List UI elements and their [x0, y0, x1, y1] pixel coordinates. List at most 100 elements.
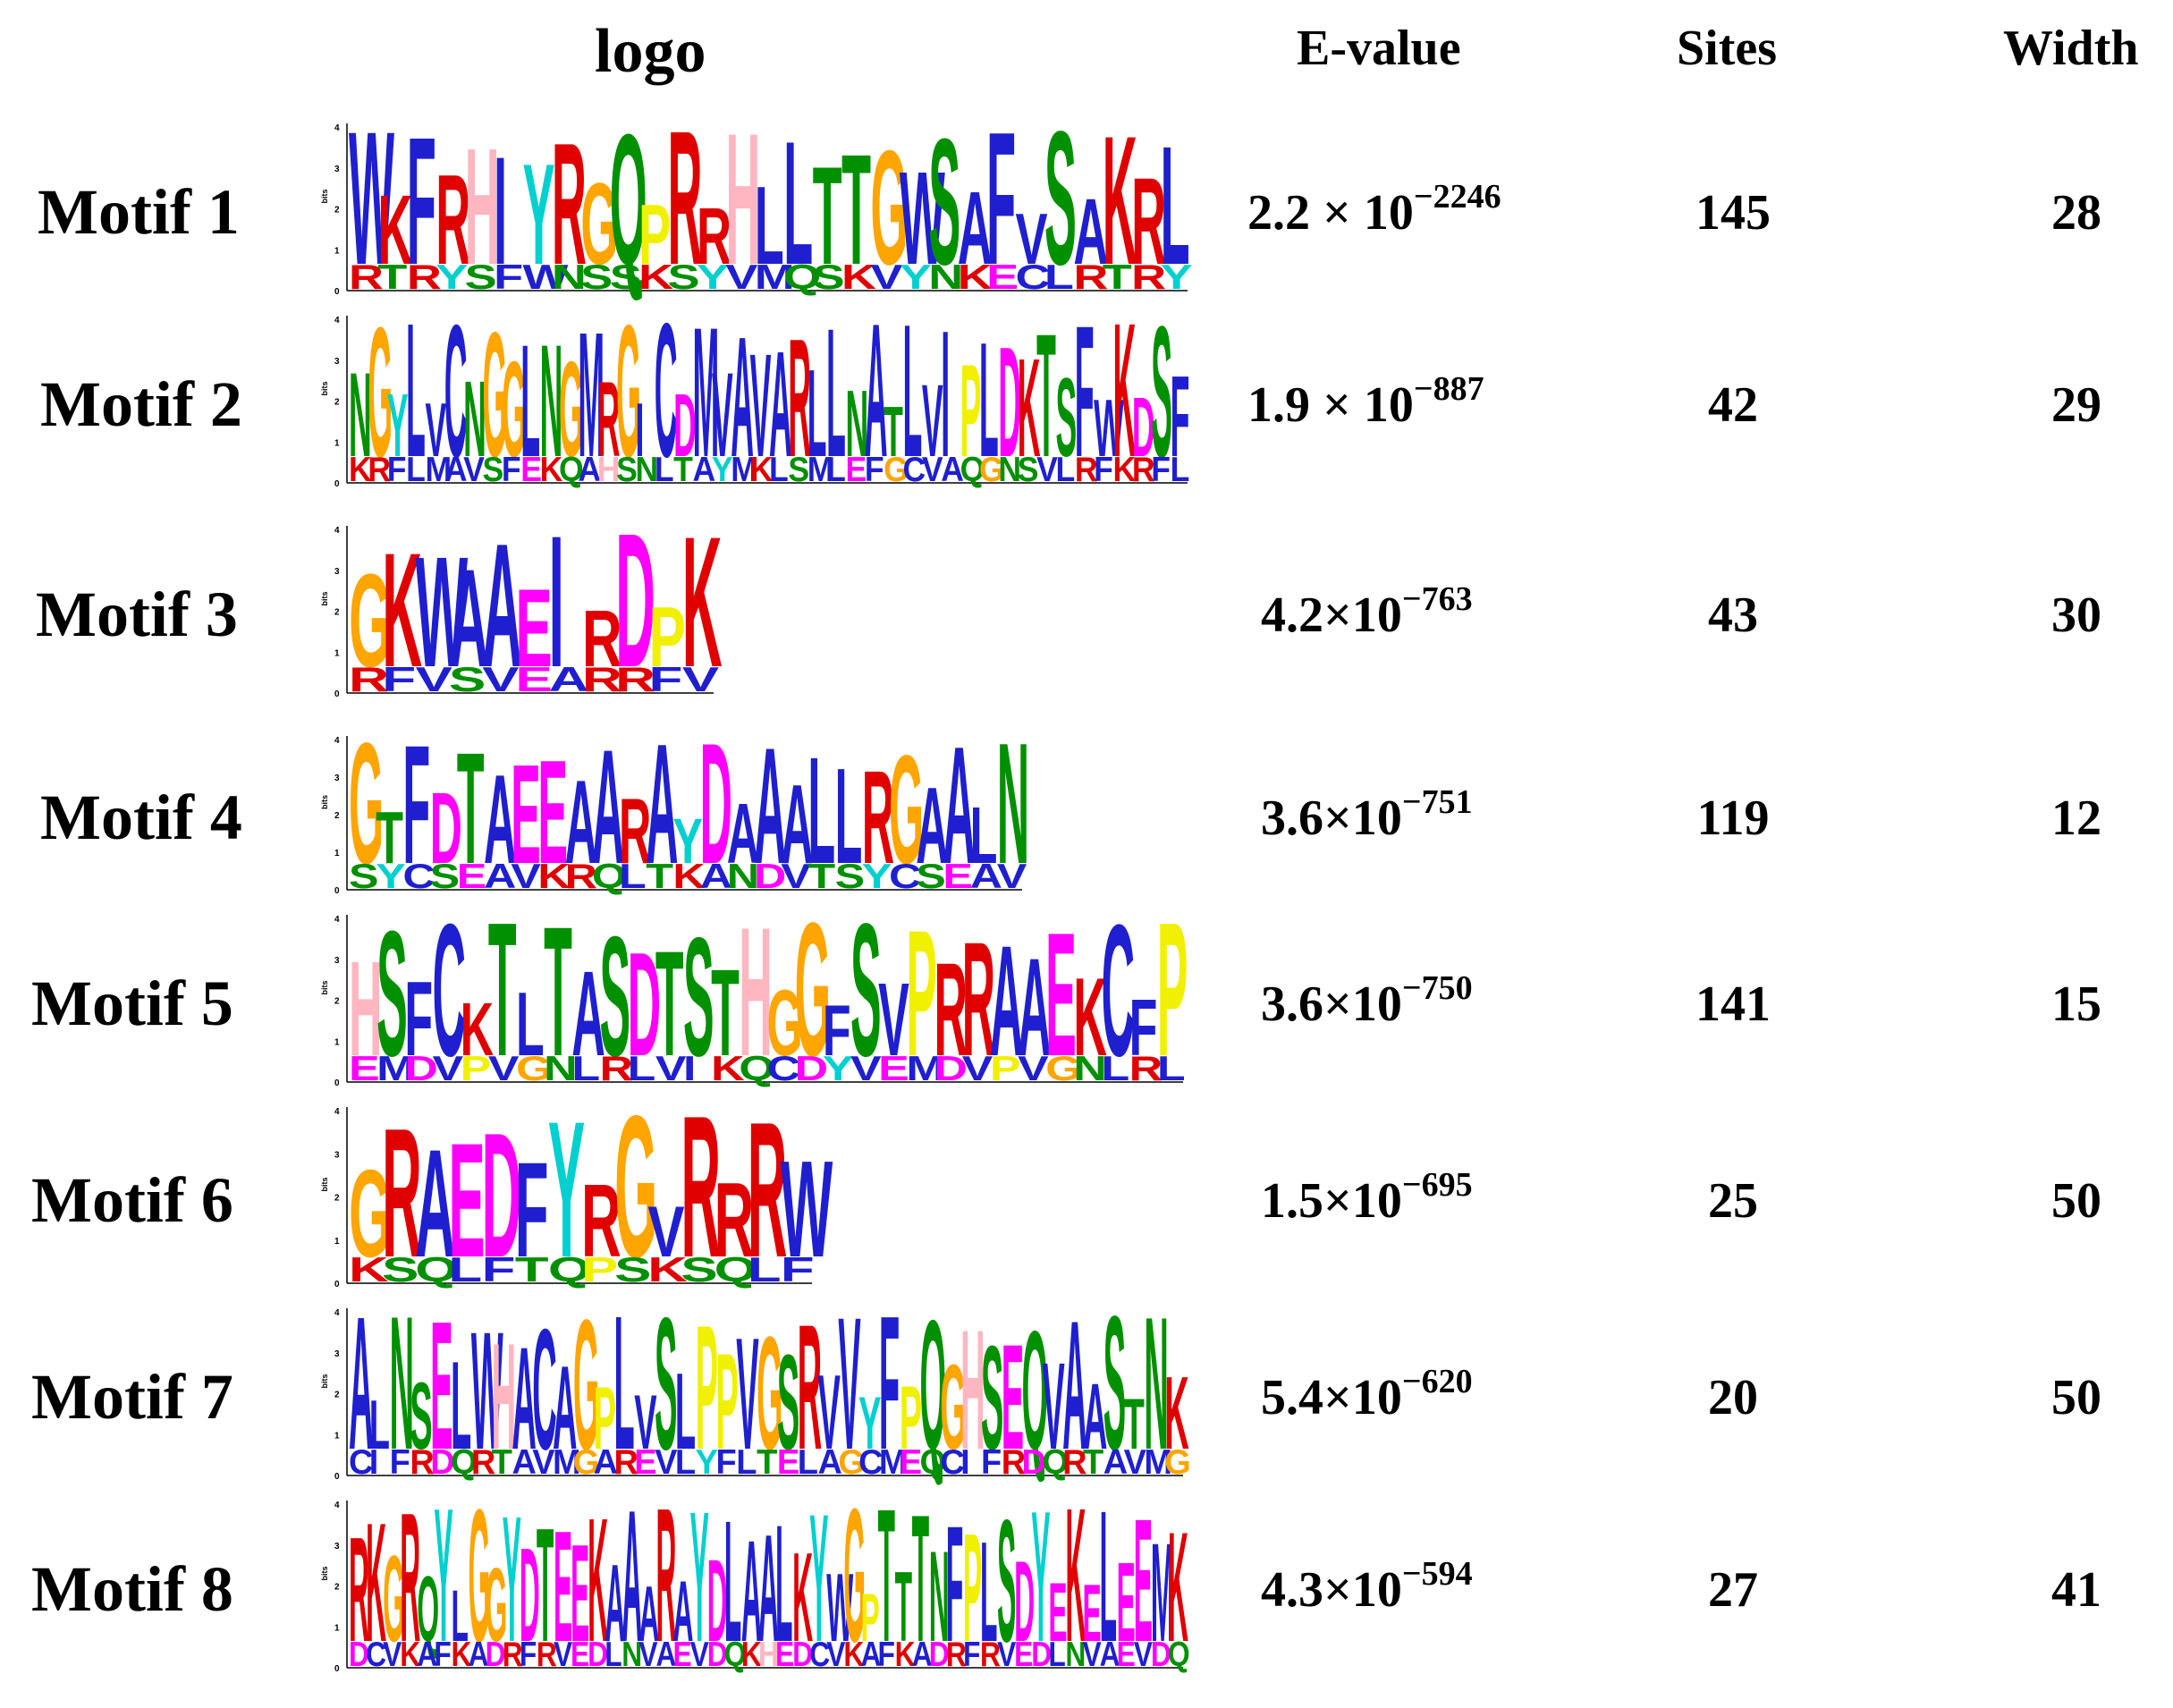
logo-letter: V: [511, 857, 541, 896]
logo-letter: V: [463, 450, 485, 489]
logo-letter: C: [903, 450, 926, 489]
logo-letter: P: [696, 1289, 718, 1487]
evalue-mantissa: 3.6: [1261, 976, 1323, 1032]
logo-letter: G: [573, 1443, 600, 1482]
logo-letter: F: [865, 450, 884, 489]
logo-letter: G: [889, 724, 924, 897]
logo-letter: L: [979, 309, 999, 491]
logo-letter: S: [835, 857, 866, 896]
logo-y-tick: 0: [334, 287, 340, 297]
logo-letter: D: [430, 771, 462, 885]
logo-letter: A: [349, 1278, 373, 1490]
logo-letter: C: [402, 857, 435, 896]
logo-letter: F: [986, 92, 1016, 304]
logo-letter: E: [457, 857, 487, 896]
logo-letter: D: [615, 495, 655, 708]
logo-letter: L: [826, 292, 846, 496]
logo-letter: A: [482, 507, 522, 704]
logo-letter: A: [415, 1119, 455, 1290]
width-cell: 15: [2051, 976, 2101, 1032]
logo-letter: M: [693, 291, 720, 496]
logo-letter: N: [845, 371, 868, 477]
logo-letter: Q: [920, 1283, 947, 1488]
logo-letter: E: [1002, 1313, 1024, 1481]
logo-letter: N: [621, 1636, 642, 1674]
logo-letter: R: [1131, 153, 1166, 291]
logo-letter: T: [673, 450, 693, 489]
logo-letter: K: [1113, 283, 1137, 497]
logo-letter: E: [775, 1636, 794, 1674]
logo-letter: N: [727, 857, 759, 896]
logo-letter: W: [1094, 383, 1124, 473]
logo-letter: R: [962, 909, 996, 1091]
logo-letter: S: [1018, 450, 1039, 489]
logo-letter: Q: [1022, 1295, 1049, 1484]
logo-letter: Y: [387, 375, 409, 475]
logo-letter: Q: [415, 1250, 458, 1289]
logo-letter: F: [878, 1636, 895, 1674]
logo-letter: L: [724, 1485, 741, 1678]
logo-letter: W: [522, 258, 569, 297]
evalue-mantissa: 4.3: [1261, 1561, 1323, 1618]
evalue-cell: 5.4×10−620: [1261, 1363, 1473, 1426]
logo-letter: P: [906, 893, 937, 1095]
logo-letter: R: [537, 1636, 557, 1674]
logo-letter: K: [1018, 330, 1041, 486]
logo-letter: R: [1129, 1049, 1163, 1087]
logo-letter: A: [958, 171, 993, 286]
sites-cell: 27: [1708, 1561, 1758, 1618]
logo-letter: G: [573, 1281, 600, 1488]
logo-letter: R: [435, 148, 470, 291]
logo-letter: S: [681, 1250, 717, 1289]
logo-letter: K: [1073, 956, 1107, 1079]
logo-letter: V: [997, 857, 1027, 896]
logo-letter: F: [981, 1443, 1002, 1482]
motif-label: Motif 8: [31, 1552, 233, 1625]
logo-letter: Y: [862, 857, 892, 896]
logo-letter: T: [544, 888, 572, 1094]
times-sign: ×10: [1323, 587, 1402, 643]
logo-letter: I: [960, 1443, 970, 1482]
logo-letter: N: [998, 450, 1021, 489]
logo-letter: V: [647, 1192, 684, 1273]
logo-letter: G: [483, 295, 508, 495]
times-sign: ×10: [1323, 1172, 1402, 1229]
logo-letter: R: [382, 1090, 422, 1296]
logo-letter: E: [430, 1284, 452, 1488]
logo-letter: A: [553, 1340, 577, 1475]
logo-letter: T: [515, 1250, 549, 1289]
logo-letter: V: [1042, 1338, 1064, 1475]
logo-letter: M: [755, 258, 795, 297]
logo-y-tick: 0: [334, 886, 340, 896]
logo-letter: E: [1117, 1541, 1136, 1666]
logo-letter: G: [469, 1471, 491, 1682]
logo-letter: E: [1083, 1568, 1102, 1659]
width-cell: 28: [2051, 184, 2101, 241]
logo-letter: L: [1102, 1049, 1130, 1087]
logo-letter: C: [433, 884, 467, 1095]
logo-letter: Y: [858, 1381, 881, 1465]
logo-axis-label: bits: [320, 1374, 329, 1388]
logo-letter: S: [928, 103, 960, 303]
logo-letter: C: [858, 1443, 883, 1482]
logo-y-tick: 0: [334, 1078, 340, 1088]
logo-letter: F: [648, 660, 682, 698]
logo-letter: V: [638, 1636, 658, 1674]
logo-letter: A: [818, 1443, 842, 1482]
logo-letter: G: [383, 1531, 405, 1668]
logo-letter: G: [767, 971, 803, 1076]
logo-letter: A: [469, 1636, 489, 1674]
logo-letter: K: [349, 450, 372, 489]
logo-letter: K: [366, 1487, 386, 1677]
logo-letter: V: [712, 347, 733, 481]
logo-letter: A: [484, 748, 516, 891]
logo-letter: V: [1134, 1636, 1154, 1674]
logo-letter: K: [682, 498, 723, 706]
logo-letter: V: [690, 1636, 710, 1674]
logo-letter: A: [700, 857, 732, 896]
logo-letter: V: [922, 450, 943, 489]
logo-letter: M: [879, 1443, 908, 1482]
